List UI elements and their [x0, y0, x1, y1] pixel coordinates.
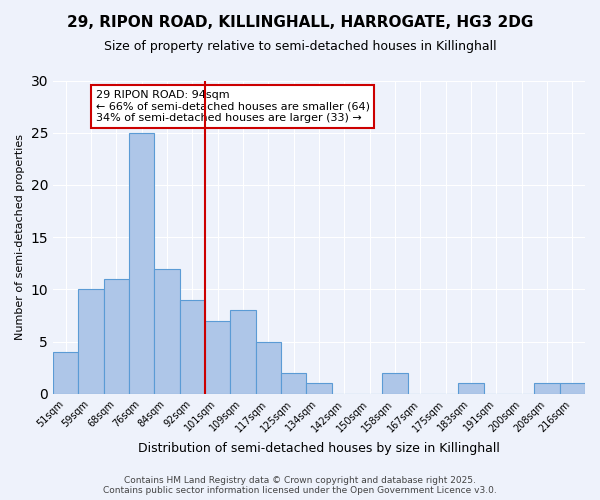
Bar — [230, 310, 256, 394]
Bar — [560, 384, 585, 394]
Text: 29, RIPON ROAD, KILLINGHALL, HARROGATE, HG3 2DG: 29, RIPON ROAD, KILLINGHALL, HARROGATE, … — [67, 15, 533, 30]
Bar — [154, 268, 179, 394]
Text: Size of property relative to semi-detached houses in Killinghall: Size of property relative to semi-detach… — [104, 40, 496, 53]
X-axis label: Distribution of semi-detached houses by size in Killinghall: Distribution of semi-detached houses by … — [138, 442, 500, 455]
Bar — [382, 373, 407, 394]
Bar — [129, 132, 154, 394]
Bar — [535, 384, 560, 394]
Bar — [104, 279, 129, 394]
Bar — [307, 384, 332, 394]
Bar — [281, 373, 307, 394]
Bar — [179, 300, 205, 394]
Text: Contains HM Land Registry data © Crown copyright and database right 2025.
Contai: Contains HM Land Registry data © Crown c… — [103, 476, 497, 495]
Bar — [458, 384, 484, 394]
Bar — [53, 352, 79, 394]
Bar — [256, 342, 281, 394]
Y-axis label: Number of semi-detached properties: Number of semi-detached properties — [15, 134, 25, 340]
Text: 29 RIPON ROAD: 94sqm
← 66% of semi-detached houses are smaller (64)
34% of semi-: 29 RIPON ROAD: 94sqm ← 66% of semi-detac… — [95, 90, 370, 123]
Bar — [205, 321, 230, 394]
Bar — [79, 290, 104, 394]
